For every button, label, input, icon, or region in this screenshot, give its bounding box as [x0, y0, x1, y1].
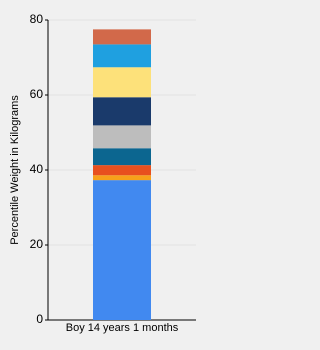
y-tick-label: 80	[30, 12, 44, 26]
bar-segment	[93, 44, 151, 68]
bar-segment	[93, 175, 151, 181]
bar-segment	[93, 148, 151, 166]
bar-segment	[93, 29, 151, 45]
y-tick-label: 60	[30, 87, 44, 101]
bar-segment	[93, 67, 151, 98]
bar-segment	[93, 125, 151, 149]
bar-segment	[93, 180, 151, 320]
y-tick-label: 20	[30, 237, 44, 251]
bar-segment	[93, 165, 151, 176]
x-tick-label: Boy 14 years 1 months	[66, 322, 179, 334]
chart: Percentile Weight in Kilograms 0 20 40 60 80…	[9, 12, 196, 334]
y-axis-label: Percentile Weight in Kilograms	[9, 95, 21, 245]
bar-segment	[93, 97, 151, 126]
y-tick-label: 40	[30, 162, 44, 176]
y-tick-label: 0	[36, 312, 43, 326]
